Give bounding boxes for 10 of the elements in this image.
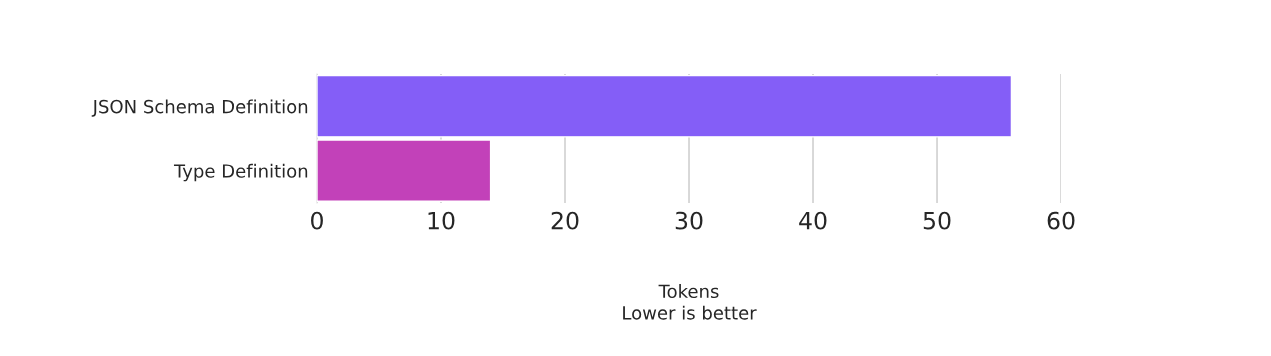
x-tick-label: 0 [311,211,323,230]
y-tick-label: JSON Schema Definition [91,99,308,117]
x-tick-label: 20 [551,211,579,230]
x-tick-label: 60 [1047,211,1075,230]
x-tick-label: 30 [675,211,703,230]
x-tick-label: 10 [428,211,455,230]
x-tick-label: 50 [923,211,951,230]
x-tick-label: 40 [799,211,827,230]
y-tick-label: Type Definition [173,163,308,182]
x-axis-title: Tokens Lower is better [623,284,757,320]
